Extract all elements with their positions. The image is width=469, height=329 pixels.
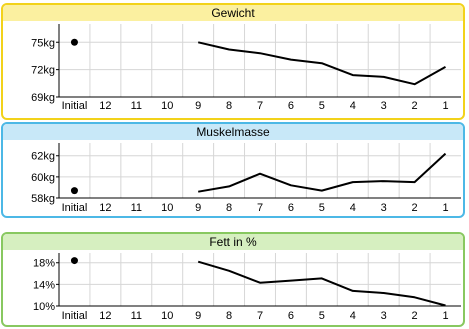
x-tick-label: 12	[99, 310, 111, 322]
chart-gewicht: 69kg 72kg 75kg Initial 12 11 10 9 8 7 6 5 4 3 2 1	[31, 24, 461, 112]
x-tick-label: 4	[350, 202, 356, 214]
x-tick-label: 10	[161, 202, 173, 214]
y-tick-label: 69kg	[31, 92, 55, 104]
x-tick-label: 12	[99, 202, 111, 214]
x-tick-label: 12	[99, 100, 111, 112]
x-tick-label: 8	[226, 202, 232, 214]
series-line	[197, 41, 446, 86]
x-tick-label: 1	[442, 310, 448, 322]
x-tick-label: Initial	[62, 202, 88, 214]
x-tick-label: 3	[381, 310, 387, 322]
chart-panel-gewicht: Gewicht 69kg 72kg 75kg Initial 12 11 10 9 8 7 6 5 4 3…	[1, 3, 465, 120]
x-tick-label: 9	[195, 310, 201, 322]
x-tick-label: 2	[412, 310, 418, 322]
chart-panel-fett: Fett in % 10% 14% 18% Initial 12 11 10 9 8 7 6 5 4 3 2…	[1, 232, 465, 327]
y-tick-label: 62kg	[31, 151, 55, 163]
x-tick-label: 3	[381, 100, 387, 112]
series-line	[197, 260, 446, 307]
x-tick-label: 7	[257, 202, 263, 214]
x-tick-label: 5	[319, 310, 325, 322]
y-tick-label: 60kg	[31, 172, 55, 184]
x-tick-label: 3	[381, 202, 387, 214]
x-tick-label: 5	[319, 202, 325, 214]
x-tick-label: 9	[195, 202, 201, 214]
x-tick-label: 4	[350, 100, 356, 112]
y-tick-label: 14%	[33, 279, 55, 291]
x-tick-label: 2	[412, 202, 418, 214]
x-tick-label: 6	[288, 202, 294, 214]
x-tick-label: 1	[442, 100, 448, 112]
x-tick-label: 10	[161, 310, 173, 322]
x-tick-label: 10	[161, 100, 173, 112]
y-tick-label: 58kg	[31, 193, 55, 205]
x-tick-label: 4	[350, 310, 356, 322]
x-tick-label: 11	[131, 310, 142, 322]
y-tick-label: 18%	[33, 258, 55, 270]
x-tick-label: 11	[131, 202, 142, 214]
initial-point	[70, 187, 78, 195]
initial-point	[70, 257, 78, 265]
y-tick-label: 10%	[33, 301, 55, 313]
x-tick-label: 8	[226, 310, 232, 322]
series-line	[198, 152, 447, 193]
x-tick-label: Initial	[62, 100, 88, 112]
x-tick-label: 9	[195, 100, 201, 112]
y-tick-label: 75kg	[31, 37, 55, 49]
x-tick-label: 6	[288, 310, 294, 322]
x-tick-label: 6	[288, 100, 294, 112]
chart-panel-muskelmasse: Muskelmasse 58kg 60kg 62kg Initial 12 11 10 9 8 7…	[1, 122, 465, 218]
y-tick-label: 72kg	[31, 65, 55, 77]
initial-point	[70, 38, 78, 46]
x-tick-label: 8	[226, 100, 232, 112]
x-tick-label: Initial	[62, 310, 88, 322]
chart-fett: 10% 14% 18% Initial 12 11 10 9 8 7 6 5 4 3 2 1	[33, 253, 461, 322]
x-tick-label: 2	[412, 100, 418, 112]
panel-title: Fett in %	[3, 234, 463, 250]
panel-title: Muskelmasse	[3, 124, 463, 140]
x-tick-label: 11	[131, 100, 142, 112]
x-tick-label: 1	[442, 202, 448, 214]
panel-title: Gewicht	[3, 5, 463, 21]
x-tick-label: 7	[257, 100, 263, 112]
x-tick-label: 5	[319, 100, 325, 112]
x-tick-label: 7	[257, 310, 263, 322]
chart-muskelmasse: 58kg 60kg 62kg Initial 12 11 10 9 8 7 6 5 4 3 2 1	[31, 143, 461, 214]
